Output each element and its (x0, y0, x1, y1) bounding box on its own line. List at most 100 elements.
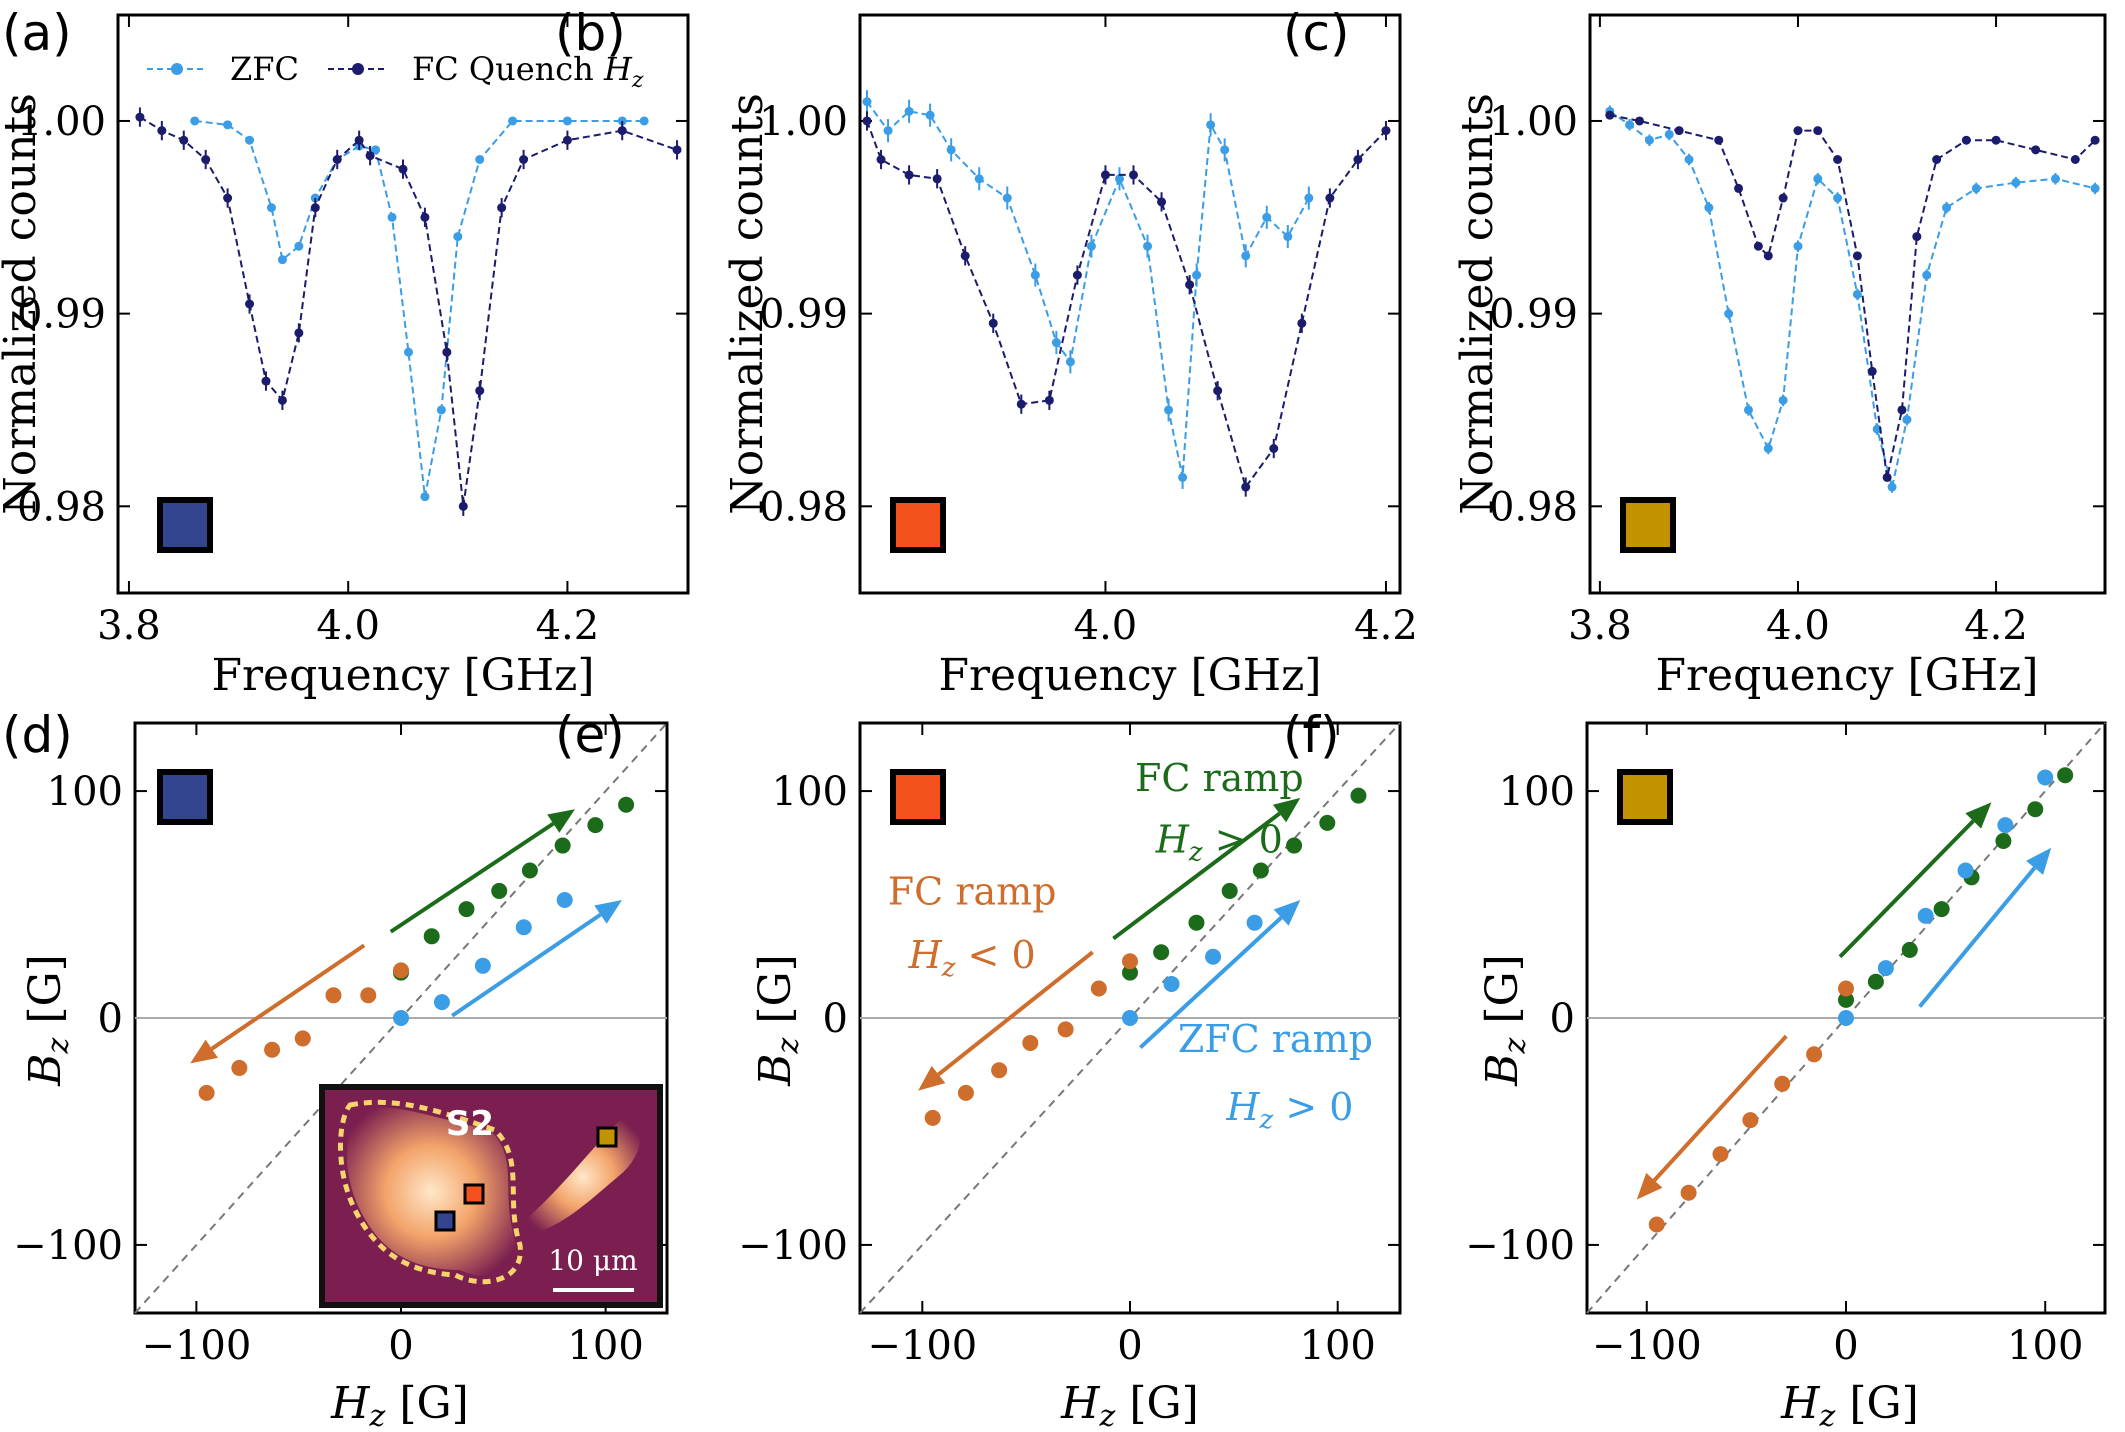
x-tick-label: −100 (1592, 1323, 1702, 1369)
y-tick-label: 0.98 (17, 484, 106, 530)
data-point (420, 212, 430, 222)
data-point (988, 318, 998, 328)
data-point (453, 232, 463, 242)
data-point (1867, 366, 1877, 376)
data-point (1129, 170, 1139, 180)
data-point (1714, 135, 1724, 145)
x-tick-label: 100 (1300, 1323, 1376, 1369)
annotation-title: FC ramp (1135, 756, 1304, 800)
panel-b: (b) 4.0 4.2 0.98 0.99 1.00 Frequency [GHz] N… (555, 4, 1418, 701)
y-tick-label: 0.98 (759, 484, 848, 530)
panel-c-ylabel: Normalized counts (1452, 93, 1503, 515)
panel-a-ticks: 3.8 4.0 4.2 0.98 0.99 1.00 (17, 15, 688, 649)
data-point (883, 126, 893, 136)
data-point (1813, 126, 1823, 136)
data-point (423, 928, 440, 945)
ramp-arrow (451, 912, 602, 1018)
data-point (1002, 193, 1012, 203)
x-tick-label: 4.2 (1354, 603, 1418, 649)
y-tick-label: 1.00 (1489, 99, 1578, 145)
y-tick-label: −100 (13, 1223, 123, 1269)
data-point (371, 145, 381, 155)
ramp-arrowhead (918, 1065, 946, 1091)
data-point (904, 106, 914, 116)
legend-fc-marker (352, 63, 364, 75)
panel-b-xlabel: Frequency [GHz] (938, 650, 1321, 701)
data-point (1269, 444, 1279, 453)
y-tick-label: 0.99 (17, 292, 106, 338)
data-point (231, 1059, 248, 1076)
data-point (515, 919, 532, 936)
data-point (2050, 174, 2060, 184)
data-point (1122, 1010, 1138, 1026)
data-point (1286, 837, 1303, 854)
series-line-0 (866, 101, 1310, 478)
data-point (201, 155, 211, 164)
data-point (1763, 251, 1773, 261)
data-point (1932, 155, 1942, 164)
series-line-1 (866, 120, 1387, 490)
data-point (1143, 241, 1153, 251)
panel-e-location-square (890, 769, 946, 825)
data-point (1833, 155, 1843, 164)
data-point (393, 1010, 409, 1026)
data-point (508, 116, 518, 126)
data-point (474, 957, 491, 974)
data-point (1350, 787, 1367, 804)
x-tick-label: 3.8 (1568, 603, 1632, 649)
annotation-condition: Hz < 0 (908, 933, 1036, 983)
panel-a-ylabel: Normalized counts (0, 93, 46, 515)
data-point (587, 817, 604, 834)
panel-b-ticks: 4.0 4.2 0.98 0.99 1.00 (759, 15, 1418, 649)
data-point (294, 328, 304, 338)
data-point (1867, 973, 1884, 990)
data-point (1213, 386, 1223, 396)
data-point (198, 1084, 215, 1101)
data-point (1188, 914, 1205, 931)
data-point (1922, 270, 1932, 280)
data-point (1957, 862, 1974, 879)
panel-a: (a) 3.8 4.0 4.2 0.98 0.99 1.00 Frequency [GHz… (0, 4, 690, 701)
series-line-1 (139, 116, 678, 507)
data-point (1763, 444, 1773, 453)
data-point (1997, 817, 2014, 834)
ramp-arrowhead (1965, 802, 1992, 829)
data-point (360, 987, 377, 1004)
data-point (519, 155, 529, 164)
panel-c-label: (c) (1283, 4, 1350, 62)
data-point (1644, 135, 1654, 145)
data-point (957, 1084, 974, 1101)
panel-d-plot (134, 722, 668, 1314)
data-point (1684, 155, 1694, 164)
data-point (1995, 833, 2012, 849)
data-point (862, 116, 872, 126)
data-point (1712, 1146, 1729, 1163)
panel-b-ylabel: Normalized counts (722, 93, 773, 515)
panel-a-location-square (157, 497, 213, 553)
panel-b-label: (b) (555, 4, 626, 62)
data-point (554, 837, 571, 854)
data-point (1674, 126, 1684, 136)
legend-zfc-marker (171, 63, 183, 75)
panel-c-plot (1605, 105, 2100, 493)
data-point (1704, 203, 1714, 213)
x-tick-label: 4.0 (1766, 603, 1830, 649)
panel-c-location-square (1620, 497, 1676, 553)
data-point (2057, 767, 2074, 784)
data-point (1353, 155, 1363, 164)
data-point (245, 299, 255, 309)
ramp-arrowhead (1636, 1172, 1663, 1200)
data-point (294, 241, 304, 251)
data-point (1241, 251, 1251, 261)
panel-d-label: (d) (2, 706, 73, 764)
ramp-arrowhead (1273, 900, 1301, 926)
data-point (1833, 193, 1843, 203)
data-point (1220, 145, 1230, 155)
data-point (1897, 405, 1907, 415)
data-point (1044, 395, 1054, 405)
data-point (223, 120, 233, 130)
ramp-arrow (210, 943, 366, 1051)
data-point (433, 994, 450, 1011)
